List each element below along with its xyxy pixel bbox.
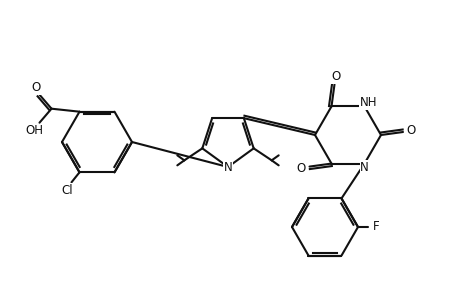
Text: N: N [223,160,232,173]
Text: OH: OH [25,124,44,137]
Text: Cl: Cl [62,184,73,197]
Text: O: O [405,124,415,136]
Text: F: F [372,220,379,233]
Text: O: O [296,162,305,175]
Text: N: N [359,161,368,174]
Text: NH: NH [359,96,376,109]
Text: O: O [331,70,341,83]
Text: O: O [32,81,41,94]
